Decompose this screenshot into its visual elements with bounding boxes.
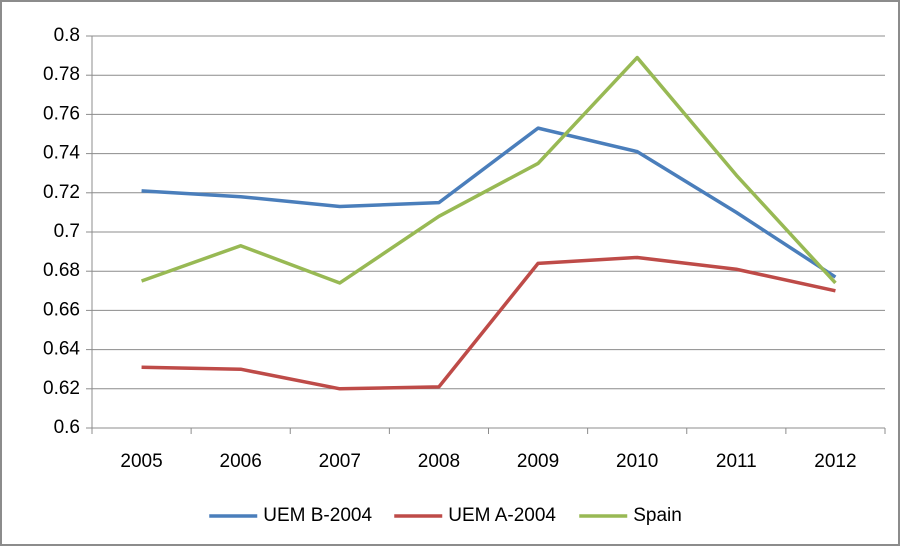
y-tick-label: 0.74: [43, 143, 80, 164]
y-tick-label: 0.8: [54, 25, 80, 46]
x-tick-label: 2009: [517, 451, 559, 472]
legend-label: UEM B-2004: [263, 505, 372, 526]
x-tick-label: 2006: [220, 451, 262, 472]
series-line: [140, 55, 837, 285]
x-tick-label: 2005: [120, 451, 162, 472]
y-tick-label: 0.66: [43, 299, 80, 320]
y-tick-label: 0.76: [43, 103, 80, 124]
legend-label: UEM A-2004: [448, 505, 556, 526]
y-tick-label: 0.64: [43, 339, 80, 360]
x-tick-label: 2011: [716, 451, 757, 472]
x-tick-label: 2010: [616, 451, 658, 472]
y-tick-label: 0.78: [43, 64, 80, 85]
y-tick-label: 0.6: [54, 417, 80, 438]
y-tick-label: 0.7: [54, 221, 80, 242]
y-tick-label: 0.68: [43, 260, 80, 281]
x-tick-label: 2007: [319, 451, 361, 472]
x-tick-label: 2012: [814, 451, 856, 472]
x-tick-label: 2008: [418, 451, 460, 472]
series-line: [141, 126, 837, 279]
series-line: [141, 255, 836, 391]
y-tick-label: 0.62: [43, 378, 80, 399]
y-tick-label: 0.72: [43, 182, 80, 203]
legend-label: Spain: [633, 505, 682, 526]
